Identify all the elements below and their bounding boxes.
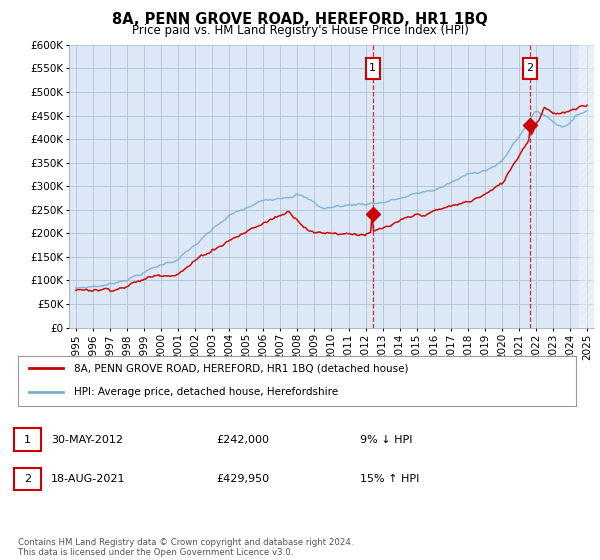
- Text: 30-MAY-2012: 30-MAY-2012: [51, 435, 123, 445]
- FancyBboxPatch shape: [523, 58, 536, 79]
- Text: 1: 1: [24, 435, 31, 445]
- Text: 8A, PENN GROVE ROAD, HEREFORD, HR1 1BQ: 8A, PENN GROVE ROAD, HEREFORD, HR1 1BQ: [112, 12, 488, 27]
- Text: £429,950: £429,950: [216, 474, 269, 484]
- FancyBboxPatch shape: [366, 58, 380, 79]
- Text: 9% ↓ HPI: 9% ↓ HPI: [360, 435, 413, 445]
- Text: 2: 2: [24, 474, 31, 484]
- Text: Contains HM Land Registry data © Crown copyright and database right 2024.
This d: Contains HM Land Registry data © Crown c…: [18, 538, 353, 557]
- Text: 8A, PENN GROVE ROAD, HEREFORD, HR1 1BQ (detached house): 8A, PENN GROVE ROAD, HEREFORD, HR1 1BQ (…: [74, 363, 409, 373]
- Bar: [578, 45, 594, 328]
- Text: 18-AUG-2021: 18-AUG-2021: [51, 474, 125, 484]
- Text: Price paid vs. HM Land Registry's House Price Index (HPI): Price paid vs. HM Land Registry's House …: [131, 24, 469, 36]
- Text: 1: 1: [369, 63, 376, 73]
- Text: HPI: Average price, detached house, Herefordshire: HPI: Average price, detached house, Here…: [74, 387, 338, 397]
- Text: £242,000: £242,000: [216, 435, 269, 445]
- Text: 15% ↑ HPI: 15% ↑ HPI: [360, 474, 419, 484]
- Text: 2: 2: [526, 63, 533, 73]
